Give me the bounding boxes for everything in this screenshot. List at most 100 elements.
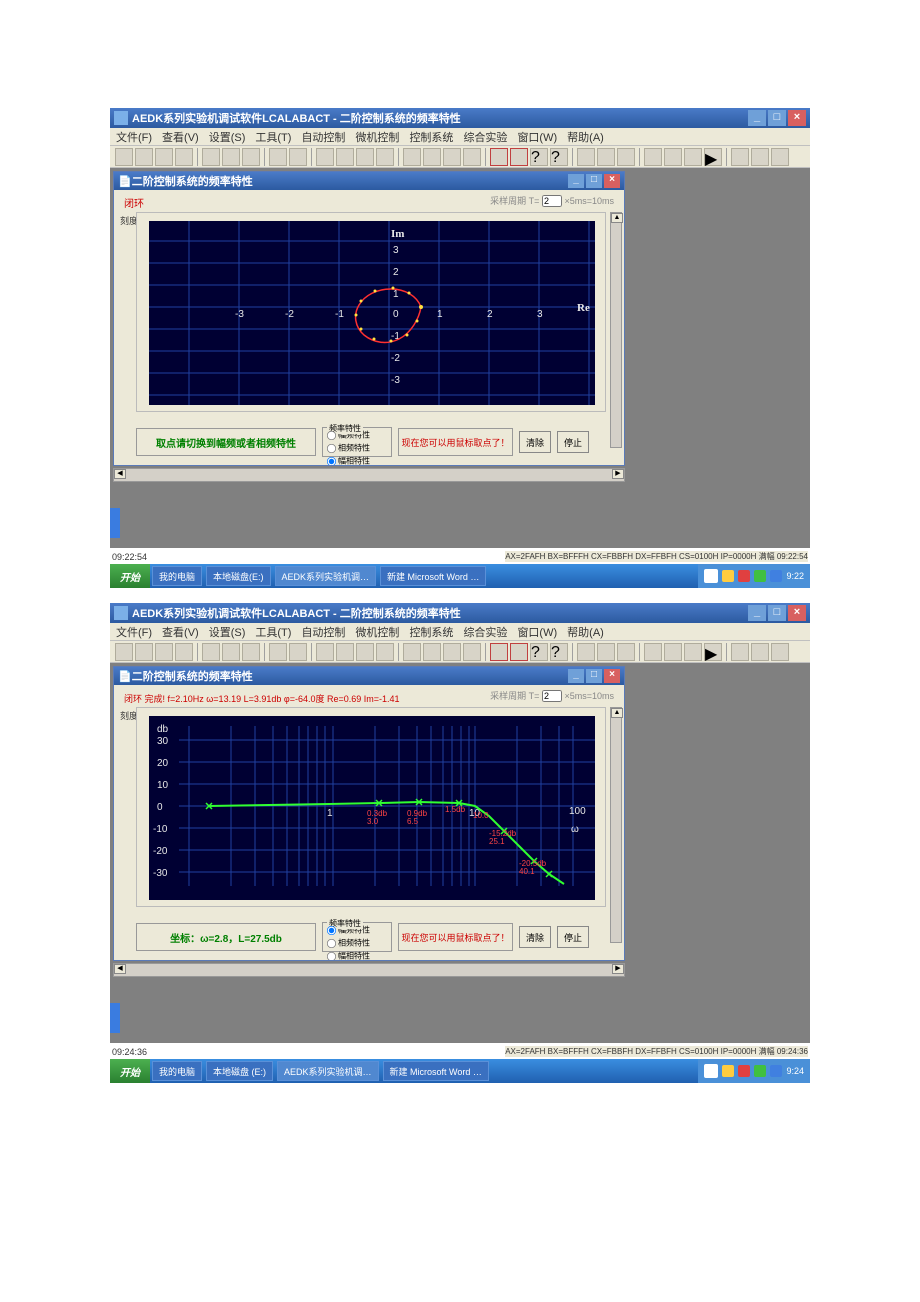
tray-shield-icon[interactable] <box>722 570 734 582</box>
tool-cut[interactable] <box>202 643 220 661</box>
tool-f3[interactable] <box>771 148 789 166</box>
tool-e3[interactable] <box>684 643 702 661</box>
tray-display-icon[interactable] <box>770 1065 782 1077</box>
clear-button[interactable]: 清除 <box>519 431 551 453</box>
child-close-button[interactable]: × <box>604 174 620 188</box>
minimize-button[interactable]: _ <box>748 110 766 126</box>
scroll-left-icon[interactable]: ◀ <box>114 964 126 974</box>
tool-play-icon[interactable]: ▶ <box>704 148 722 166</box>
tool-a3[interactable] <box>356 148 374 166</box>
tool-a4[interactable] <box>376 148 394 166</box>
tool-a1[interactable] <box>316 643 334 661</box>
task-item[interactable]: 我的电脑 <box>152 1061 202 1081</box>
tool-cut[interactable] <box>202 148 220 166</box>
tool-b4[interactable] <box>463 643 481 661</box>
tool-a4[interactable] <box>376 643 394 661</box>
menu-auto-control[interactable]: 自动控制 <box>301 624 345 640</box>
tool-new[interactable] <box>115 148 133 166</box>
tool-b4[interactable] <box>463 148 481 166</box>
stop-button[interactable]: 停止 <box>557 431 589 453</box>
tool-e3[interactable] <box>684 148 702 166</box>
tool-d2[interactable] <box>597 643 615 661</box>
menu-file[interactable]: 文件(F) <box>116 129 152 145</box>
task-item[interactable]: 本地磁盘 (E:) <box>206 1061 273 1081</box>
scrollbar-vertical[interactable]: ▲ <box>610 212 622 448</box>
tool-c2[interactable] <box>510 148 528 166</box>
minimize-button[interactable]: _ <box>748 605 766 621</box>
tool-c1[interactable] <box>490 643 508 661</box>
tool-d3[interactable] <box>617 643 635 661</box>
maximize-button[interactable]: □ <box>768 605 786 621</box>
tool-f2[interactable] <box>751 643 769 661</box>
scroll-up-icon[interactable]: ▲ <box>611 708 623 718</box>
tool-undo[interactable] <box>269 148 287 166</box>
menu-window[interactable]: 窗口(W) <box>517 624 557 640</box>
tool-undo[interactable] <box>269 643 287 661</box>
period-input[interactable] <box>542 195 562 207</box>
tool-redo[interactable] <box>289 148 307 166</box>
tool-d1[interactable] <box>577 148 595 166</box>
scroll-right-icon[interactable]: ▶ <box>612 964 624 974</box>
tool-redo[interactable] <box>289 643 307 661</box>
child-close-button[interactable]: × <box>604 669 620 683</box>
scrollbar-vertical[interactable]: ▲ <box>610 707 622 943</box>
menu-window[interactable]: 窗口(W) <box>517 129 557 145</box>
tool-e1[interactable] <box>644 148 662 166</box>
child-minimize-button[interactable]: _ <box>568 669 584 683</box>
menu-file[interactable]: 文件(F) <box>116 624 152 640</box>
stop-button[interactable]: 停止 <box>557 926 589 948</box>
child-minimize-button[interactable]: _ <box>568 174 584 188</box>
child-maximize-button[interactable]: □ <box>586 174 602 188</box>
scroll-right-icon[interactable]: ▶ <box>612 469 624 479</box>
task-item[interactable]: 我的电脑 <box>152 566 202 586</box>
tool-b1[interactable] <box>403 643 421 661</box>
tool-a3[interactable] <box>356 643 374 661</box>
start-button[interactable]: 开始 <box>110 564 150 588</box>
menu-micro-control[interactable]: 微机控制 <box>355 129 399 145</box>
start-button[interactable]: 开始 <box>110 1059 150 1083</box>
bode-chart[interactable]: db 30 20 10 0 -10 -20 -30 1 10 100 ω <box>149 716 595 900</box>
tool-c2[interactable] <box>510 643 528 661</box>
tool-b2[interactable] <box>423 148 441 166</box>
tool-d1[interactable] <box>577 643 595 661</box>
tool-copy[interactable] <box>222 148 240 166</box>
menu-view[interactable]: 查看(V) <box>162 129 199 145</box>
tool-save[interactable] <box>155 148 173 166</box>
menu-control-system[interactable]: 控制系统 <box>409 129 453 145</box>
menu-tools[interactable]: 工具(T) <box>255 129 291 145</box>
tray-display-icon[interactable] <box>770 570 782 582</box>
task-item[interactable]: 新建 Microsoft Word … <box>380 566 486 586</box>
tray-lang-icon[interactable] <box>704 1064 718 1078</box>
tool-e1[interactable] <box>644 643 662 661</box>
tool-c1[interactable] <box>490 148 508 166</box>
tray-shield-icon[interactable] <box>722 1065 734 1077</box>
nyquist-chart[interactable]: Im Re 3 2 1 0 -1 -2 -3 -3 -2 -1 <box>149 221 595 405</box>
tool-f1[interactable] <box>731 643 749 661</box>
tool-d3[interactable] <box>617 148 635 166</box>
tool-e2[interactable] <box>664 148 682 166</box>
tool-f2[interactable] <box>751 148 769 166</box>
tool-f1[interactable] <box>731 148 749 166</box>
menu-help[interactable]: 帮助(A) <box>567 129 604 145</box>
tool-open[interactable] <box>135 148 153 166</box>
close-button[interactable]: × <box>788 110 806 126</box>
task-item[interactable]: 本地磁盘(E:) <box>206 566 271 586</box>
tool-print[interactable] <box>175 148 193 166</box>
tool-d2[interactable] <box>597 148 615 166</box>
tool-save[interactable] <box>155 643 173 661</box>
scrollbar-horizontal[interactable]: ◀ ▶ <box>113 963 625 977</box>
menu-control-system[interactable]: 控制系统 <box>409 624 453 640</box>
tool-help-icon[interactable]: ? <box>530 643 548 661</box>
close-button[interactable]: × <box>788 605 806 621</box>
tool-a2[interactable] <box>336 148 354 166</box>
tray-volume-icon[interactable] <box>738 570 750 582</box>
tool-copy[interactable] <box>222 643 240 661</box>
tool-e2[interactable] <box>664 643 682 661</box>
tool-b2[interactable] <box>423 643 441 661</box>
tool-a2[interactable] <box>336 643 354 661</box>
tool-f3[interactable] <box>771 643 789 661</box>
tool-new[interactable] <box>115 643 133 661</box>
tool-open[interactable] <box>135 643 153 661</box>
tray-lang-icon[interactable] <box>704 569 718 583</box>
period-input[interactable] <box>542 690 562 702</box>
